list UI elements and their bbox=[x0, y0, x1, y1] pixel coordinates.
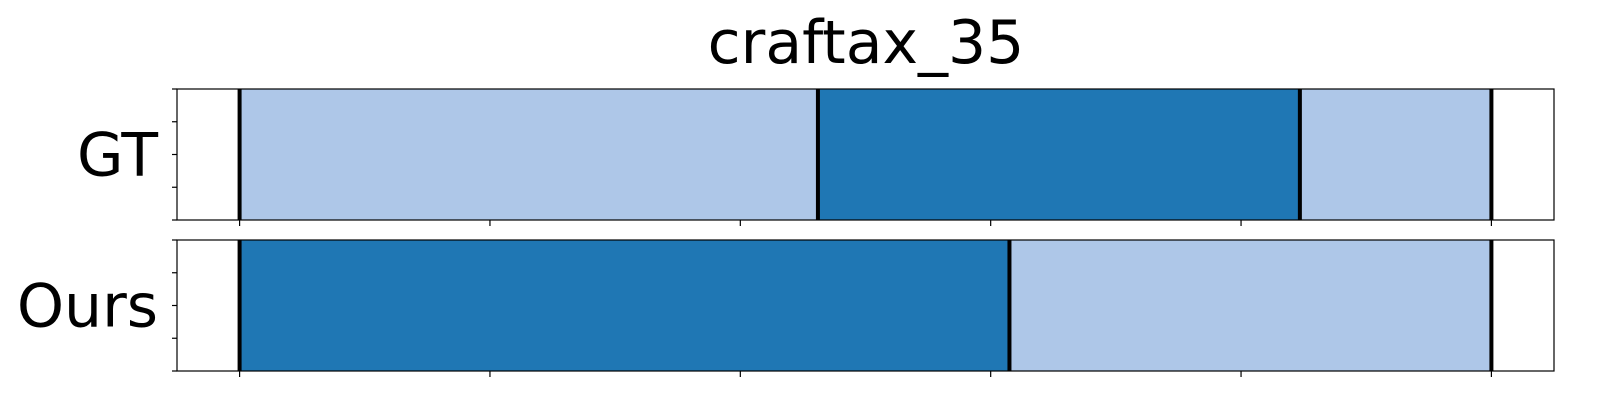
chart-panels: GT Ours bbox=[17, 88, 1555, 377]
row-label-gt: GT bbox=[77, 121, 158, 191]
segment-ours-1 bbox=[1009, 240, 1492, 371]
row-label-ours: Ours bbox=[17, 272, 158, 342]
panel-ours: Ours bbox=[17, 239, 1555, 377]
segment-gt-0 bbox=[239, 89, 818, 220]
panel-gt: GT bbox=[77, 88, 1555, 226]
chart-title: craftax_35 bbox=[708, 8, 1025, 78]
segment-ours-0 bbox=[239, 240, 1010, 371]
segment-gt-2 bbox=[1299, 89, 1492, 220]
segment-gt-1 bbox=[817, 89, 1300, 220]
